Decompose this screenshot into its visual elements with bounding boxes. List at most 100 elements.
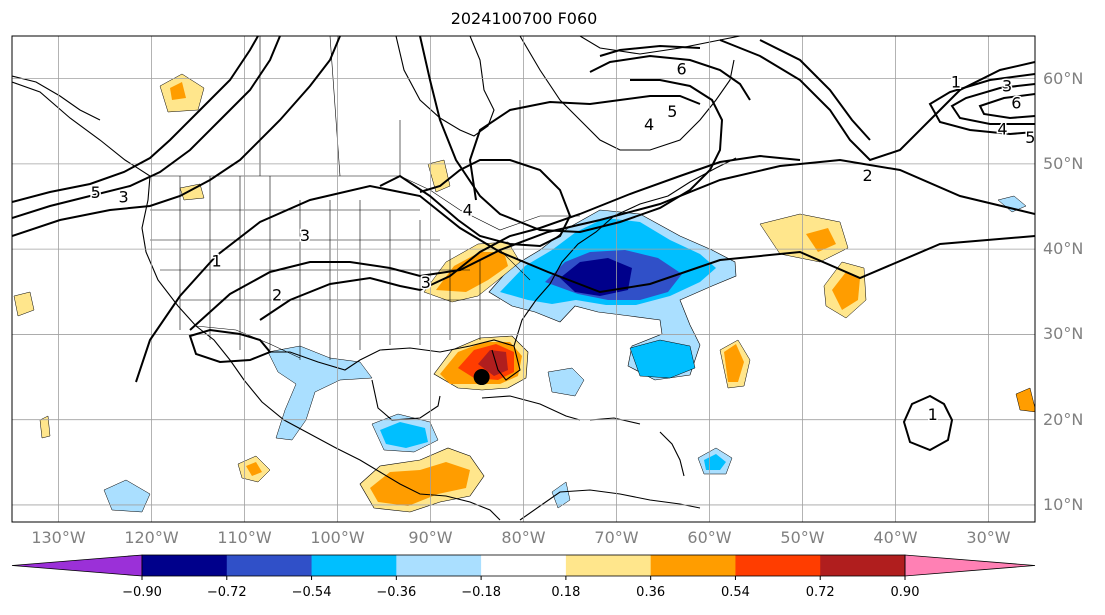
- colorbar-tick-label: 0.54: [720, 585, 750, 600]
- contour-2: [189, 158, 1035, 331]
- colorbar-tick-label: −0.18: [461, 585, 502, 600]
- contour-hudson-inner: [419, 36, 724, 234]
- gulf-coastline: [270, 339, 521, 381]
- positive-anomaly-rockies: [179, 183, 205, 201]
- positive-anomaly-atlantic-south-core: [724, 344, 744, 382]
- colorbar-tick-label: −0.36: [376, 585, 417, 600]
- political-borders: [150, 36, 580, 360]
- latitude-label: 40°N: [1043, 239, 1084, 259]
- colorbar-segment: [650, 555, 736, 576]
- south-america-coastline: [519, 489, 701, 521]
- positive-anomaly-mexico-west-core: [246, 462, 262, 476]
- contour-label: 6: [1011, 94, 1021, 113]
- atlantic-coastline: [513, 157, 737, 347]
- negative-anomaly-panama: [551, 481, 571, 509]
- colorbar-frame: [141, 554, 906, 577]
- contour-6: [599, 44, 701, 57]
- contour-east-1: [719, 39, 1035, 162]
- colorbar-tick-label: −0.54: [291, 585, 332, 600]
- contour-1-south: [135, 184, 1035, 383]
- longitude-label: 120°W: [124, 528, 179, 547]
- contour-east-ring-inner: [978, 93, 1035, 120]
- colorbar-segment: [820, 555, 906, 576]
- colorbar-segment: [226, 555, 313, 576]
- antilles-coastline: [659, 431, 685, 477]
- positive-anomaly-central-america-core: [370, 462, 470, 506]
- contour-great-lakes: [379, 159, 572, 248]
- contour-label: 2: [863, 166, 873, 185]
- contour-5-west: [12, 36, 259, 203]
- positive-anomaly-atlantic-north-core: [806, 228, 836, 252]
- negative-anomaly-mexico: [267, 345, 373, 441]
- coastlines: [12, 36, 741, 521]
- contour-label: 4: [997, 119, 1007, 138]
- positive-anomaly-pacific-west: [13, 291, 35, 317]
- greenland-coastline: [579, 36, 741, 55]
- contour-3-west: [12, 36, 281, 219]
- longitude-label: 60°W: [687, 528, 732, 547]
- contour-4: [468, 95, 701, 201]
- contour-mexico-loop: [188, 328, 272, 364]
- state-lines-west: [179, 176, 271, 350]
- negative-anomaly-east: [997, 195, 1027, 213]
- longitude-label: 100°W: [310, 528, 365, 547]
- negative-anomaly-secondary: [629, 339, 696, 379]
- positive-anomaly-atlantic-east-core: [832, 272, 860, 310]
- storm-center-marker: [473, 369, 490, 386]
- colorbar-tick-label: 0.72: [805, 585, 835, 600]
- map-frame: [11, 35, 1036, 523]
- latitude-label: 60°N: [1043, 68, 1084, 88]
- latitude-label: 50°N: [1043, 153, 1084, 173]
- contour-label: 5: [91, 183, 101, 202]
- labrador-coastline: [519, 36, 735, 151]
- colorbar-tick-label: −0.72: [206, 585, 247, 600]
- colorbar-tick-label: −0.90: [122, 585, 162, 600]
- contour-label: 3: [300, 226, 310, 245]
- colorbar-segment: [565, 555, 652, 576]
- contour-5: [589, 54, 751, 101]
- negative-anomaly-core: [560, 258, 632, 296]
- longitude-label: 30°W: [966, 528, 1011, 547]
- north-america-coastline: [12, 81, 501, 521]
- state-lines-central: [299, 200, 421, 360]
- latitude-label: 10°N: [1043, 494, 1084, 514]
- hudson-coastline: [395, 36, 495, 137]
- colorbar-segment: [735, 555, 821, 576]
- colorbar-segment: [311, 555, 397, 576]
- contour-east-ring-outer: [928, 73, 1035, 136]
- longitude-label: 70°W: [594, 528, 639, 547]
- cuba-coastline: [481, 395, 581, 421]
- contour-label: 3: [421, 273, 431, 292]
- colorbar-segment: [396, 555, 482, 576]
- colorbar-tick-label: 0.36: [636, 585, 666, 600]
- contour-label: 1: [212, 251, 222, 270]
- contour-3: [259, 154, 801, 321]
- negative-anomaly-bahamas: [547, 367, 585, 397]
- longitude-label: 40°W: [873, 528, 918, 547]
- colorbar-segment: [142, 555, 228, 576]
- province-lines: [259, 36, 521, 210]
- us-canada-border: [150, 175, 580, 231]
- contour-label: 1: [928, 405, 938, 424]
- longitude-label: 130°W: [31, 528, 86, 547]
- longitude-label: 80°W: [501, 528, 546, 547]
- contour-label: 3: [119, 188, 129, 207]
- positive-anomaly-lakes: [427, 159, 451, 193]
- contour-east-ring-mid: [950, 83, 1035, 125]
- latitude-label: 30°N: [1043, 324, 1084, 344]
- contour-east-2: [759, 39, 871, 141]
- colorbar-tick-label: 0.90: [890, 585, 920, 600]
- negative-anomaly-yucatan-core: [380, 422, 428, 448]
- negative-anomaly-pacific: [103, 479, 151, 513]
- colorbar-tick-label: 0.18: [551, 585, 581, 600]
- longitude-label: 110°W: [217, 528, 272, 547]
- positive-anomaly-southeast-core: [436, 252, 508, 292]
- contour-label: 6: [677, 60, 687, 79]
- positive-anomaly-far-east: [1015, 387, 1035, 413]
- map-title: 2024100700 F060: [450, 9, 598, 28]
- gridlines: [12, 36, 1035, 522]
- contour-1-west: [12, 36, 341, 237]
- longitude-label: 90°W: [408, 528, 453, 547]
